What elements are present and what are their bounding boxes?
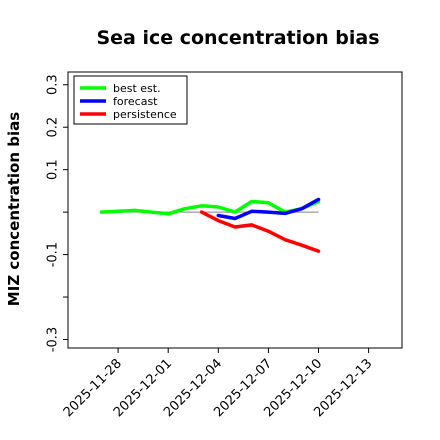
legend-label: persistence [113, 108, 177, 121]
plot-frame [67, 71, 403, 349]
series-line-forecast [216, 197, 321, 221]
y-tick-label: -0.3 [46, 327, 61, 352]
y-axis-label: MIZ concentration bias [5, 112, 23, 306]
series-layer [99, 197, 321, 253]
y-axis: -0.3 -0.1 0.1 0.2 0.3 [46, 74, 68, 352]
series-line-persistence [199, 210, 321, 253]
legend-label: best est. [113, 82, 161, 95]
y-tick-label: 0.3 [46, 74, 61, 95]
plot-area [67, 71, 403, 349]
y-tick-label: 0.2 [46, 117, 61, 138]
legend-label: forecast [113, 95, 158, 108]
y-tick-label: 0.1 [46, 159, 61, 180]
chart-title: Sea ice concentration bias [96, 27, 379, 49]
series-line-best-est [99, 199, 321, 216]
y-tick-label: -0.1 [46, 242, 61, 267]
x-axis: 2025-11-282025-12-012025-12-042025-12-07… [61, 348, 375, 420]
